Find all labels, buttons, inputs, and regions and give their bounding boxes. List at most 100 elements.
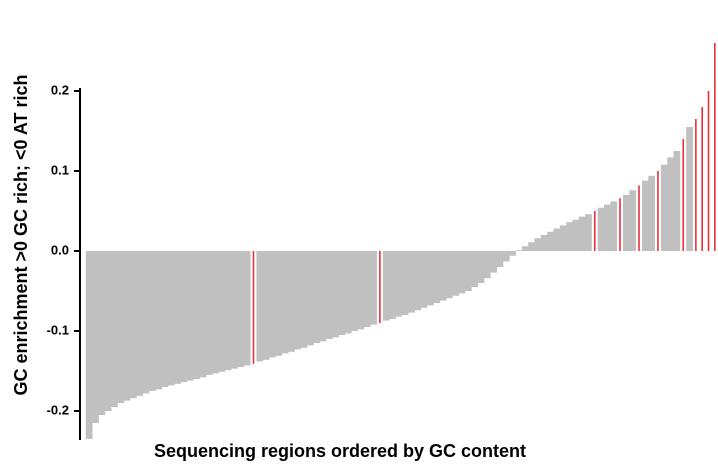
bar bbox=[502, 251, 510, 262]
bar bbox=[623, 195, 630, 251]
bar bbox=[142, 251, 150, 394]
bar bbox=[243, 251, 251, 366]
bar bbox=[483, 251, 491, 279]
bar bbox=[288, 251, 295, 352]
bar bbox=[382, 251, 390, 321]
bar bbox=[300, 251, 308, 348]
bar bbox=[123, 251, 131, 401]
bar bbox=[707, 91, 710, 251]
y-axis-label: GC enrichment >0 GC rich; <0 AT rich bbox=[11, 74, 31, 395]
bar bbox=[439, 251, 447, 301]
bar bbox=[547, 231, 554, 251]
bar bbox=[269, 251, 276, 358]
bar bbox=[427, 251, 434, 306]
bar bbox=[85, 251, 93, 439]
bar bbox=[521, 246, 529, 251]
bar bbox=[281, 251, 289, 354]
bar bbox=[395, 251, 403, 317]
bar bbox=[509, 251, 516, 256]
bar bbox=[540, 235, 548, 251]
bar bbox=[332, 251, 339, 338]
bar bbox=[370, 251, 377, 325]
x-axis-label: Sequencing regions ordered by GC content bbox=[154, 441, 526, 461]
bar bbox=[641, 180, 649, 251]
bar bbox=[294, 251, 302, 350]
bar bbox=[695, 119, 697, 251]
bar bbox=[610, 201, 618, 251]
bar bbox=[682, 139, 685, 251]
bar bbox=[528, 242, 535, 251]
bar bbox=[553, 228, 561, 251]
bar bbox=[136, 251, 144, 396]
bar bbox=[572, 219, 580, 251]
bar bbox=[420, 251, 428, 308]
bar bbox=[585, 214, 592, 251]
bar bbox=[593, 211, 596, 251]
bar bbox=[325, 251, 333, 339]
bar bbox=[199, 251, 207, 378]
bar bbox=[174, 251, 181, 384]
bar bbox=[363, 251, 371, 327]
bar bbox=[657, 171, 659, 251]
bar bbox=[401, 251, 409, 315]
bar bbox=[351, 251, 358, 331]
bar bbox=[471, 251, 479, 287]
bar bbox=[389, 251, 396, 319]
bar bbox=[205, 251, 213, 375]
bar bbox=[433, 251, 441, 303]
bar bbox=[104, 251, 112, 411]
bar bbox=[379, 251, 381, 323]
bar bbox=[231, 251, 238, 369]
bar bbox=[515, 250, 523, 251]
bar bbox=[578, 216, 586, 251]
bar bbox=[714, 43, 716, 251]
bar bbox=[597, 207, 605, 251]
y-tick-label: 0.0 bbox=[51, 242, 69, 257]
bar bbox=[477, 251, 485, 283]
bar bbox=[629, 190, 637, 251]
bar bbox=[490, 251, 497, 273]
bar bbox=[648, 175, 655, 251]
bar bbox=[566, 222, 573, 251]
bar bbox=[638, 185, 640, 251]
bar bbox=[344, 251, 352, 334]
bar bbox=[452, 251, 460, 296]
bar bbox=[167, 251, 175, 386]
bar bbox=[446, 251, 453, 299]
bar bbox=[496, 251, 504, 267]
bar bbox=[458, 251, 466, 294]
bar bbox=[256, 251, 264, 362]
bar bbox=[218, 251, 226, 372]
bar bbox=[313, 251, 321, 343]
bar bbox=[701, 107, 703, 251]
bar bbox=[130, 251, 137, 399]
bar bbox=[237, 251, 245, 367]
bar bbox=[660, 164, 668, 251]
bar bbox=[275, 251, 283, 356]
bar bbox=[117, 251, 125, 403]
bar bbox=[686, 127, 693, 251]
bar bbox=[604, 204, 611, 251]
bar bbox=[414, 251, 422, 311]
bar bbox=[319, 251, 327, 342]
bar bbox=[534, 238, 542, 251]
y-tick-label: 0.1 bbox=[51, 162, 69, 177]
bar bbox=[161, 251, 169, 387]
bar bbox=[111, 251, 118, 407]
y-tick-label: -0.2 bbox=[47, 402, 69, 417]
bar bbox=[673, 151, 681, 251]
bar bbox=[155, 251, 163, 390]
bar bbox=[186, 251, 194, 381]
bar bbox=[559, 225, 567, 251]
bar bbox=[338, 251, 346, 335]
bar bbox=[307, 251, 314, 346]
bar bbox=[193, 251, 200, 379]
bar bbox=[252, 251, 255, 364]
bar bbox=[98, 251, 106, 415]
y-tick-label: -0.1 bbox=[47, 322, 69, 337]
bar bbox=[667, 157, 674, 251]
bar bbox=[408, 251, 415, 313]
bar bbox=[180, 251, 188, 383]
y-tick-label: 0.2 bbox=[51, 82, 69, 97]
